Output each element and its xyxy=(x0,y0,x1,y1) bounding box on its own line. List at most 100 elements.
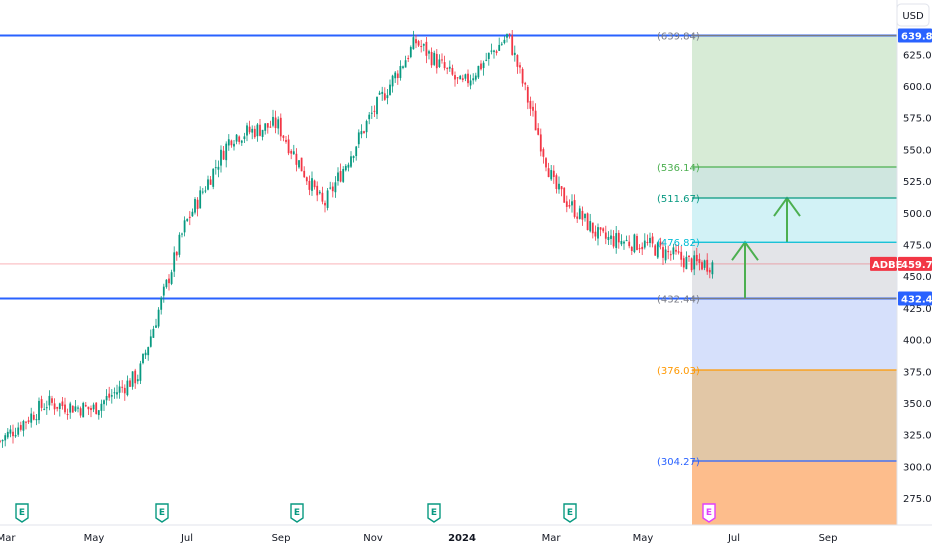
candle xyxy=(482,60,485,76)
fib-zones xyxy=(692,35,897,525)
earnings-icon[interactable]: E xyxy=(563,503,577,523)
candle xyxy=(438,54,441,69)
candle xyxy=(524,81,527,91)
time-tick: Mar xyxy=(0,533,16,544)
price-tick: 325.00 xyxy=(903,431,932,442)
candle xyxy=(30,407,33,428)
earnings-icon[interactable]: E xyxy=(155,503,169,523)
candle xyxy=(126,375,129,397)
candle xyxy=(225,141,228,168)
svg-text:ADBE: ADBE xyxy=(872,260,903,271)
candle xyxy=(685,251,688,270)
price-tag: 459.70 xyxy=(898,256,932,271)
candle xyxy=(292,144,295,155)
price-tick: 475.00 xyxy=(903,241,932,252)
earnings-icon[interactable]: E xyxy=(427,503,441,523)
candle xyxy=(165,279,168,289)
candle xyxy=(1,439,4,448)
candle xyxy=(539,128,542,157)
candle xyxy=(365,119,368,139)
time-tick: May xyxy=(633,533,654,544)
candle xyxy=(316,181,319,202)
candle xyxy=(194,197,196,215)
candle xyxy=(396,70,399,85)
candle xyxy=(87,406,90,415)
price-tick: 550.00 xyxy=(903,145,932,156)
candle xyxy=(636,233,638,251)
candle xyxy=(298,160,300,169)
candle xyxy=(48,390,51,411)
candle xyxy=(282,134,285,142)
candle xyxy=(196,197,199,217)
candle xyxy=(591,222,594,239)
candle xyxy=(399,60,402,81)
candle xyxy=(207,175,209,191)
candle xyxy=(160,296,163,315)
candle xyxy=(451,64,454,76)
candle xyxy=(246,122,248,142)
price-tags: 639.84 459.70ADBE 432.44 xyxy=(870,28,932,306)
candle xyxy=(503,35,506,45)
candle xyxy=(610,229,612,245)
candle xyxy=(313,179,316,190)
candle xyxy=(0,439,1,444)
candle xyxy=(139,360,142,384)
candle xyxy=(612,230,615,249)
candle xyxy=(667,245,670,260)
candle xyxy=(84,401,87,408)
fib-label-3: (476.82) xyxy=(657,238,700,249)
candle xyxy=(233,140,235,151)
candle xyxy=(422,43,425,52)
earnings-icon[interactable]: E xyxy=(702,503,716,523)
candle xyxy=(290,149,293,160)
candle xyxy=(74,399,77,413)
candle xyxy=(188,211,191,226)
candle xyxy=(469,74,472,90)
candle xyxy=(308,175,311,196)
candle xyxy=(350,151,352,169)
time-axis[interactable]: Mar May Jul Sep Nov 2024 Mar May Jul Sep xyxy=(0,533,837,544)
candle xyxy=(324,200,326,213)
svg-text:E: E xyxy=(159,508,165,518)
candle xyxy=(448,60,451,72)
earnings-icon[interactable]: E xyxy=(290,503,304,523)
candle xyxy=(38,397,40,424)
fib-zone-5 xyxy=(692,370,897,462)
candle xyxy=(363,130,365,134)
candle xyxy=(264,123,267,135)
candle xyxy=(118,380,121,399)
candle xyxy=(22,419,25,437)
candle xyxy=(550,164,553,181)
candle xyxy=(464,73,467,82)
candle xyxy=(552,165,555,184)
candle xyxy=(565,195,568,213)
candle xyxy=(142,353,144,365)
candle xyxy=(17,422,20,437)
candle xyxy=(360,124,363,139)
candle xyxy=(443,55,446,71)
candle xyxy=(25,421,27,430)
price-tick: 600.00 xyxy=(903,82,932,93)
candle xyxy=(209,175,212,185)
earnings-icon[interactable]: E xyxy=(15,503,29,523)
fib-label-4: (432.44) xyxy=(657,295,700,306)
svg-text:E: E xyxy=(567,508,573,518)
candle xyxy=(441,53,443,64)
currency-button[interactable]: USD xyxy=(896,3,930,27)
candle xyxy=(402,65,404,70)
price-tick: 575.00 xyxy=(903,114,932,125)
candle xyxy=(56,406,59,412)
price-axis[interactable]: 275.00 300.00 325.00 350.00 375.00 400.00 425.… xyxy=(903,50,932,505)
candle xyxy=(370,105,373,119)
candle xyxy=(477,65,480,80)
candle xyxy=(321,186,324,205)
candle xyxy=(129,378,131,388)
candle xyxy=(131,371,134,390)
candle xyxy=(703,259,706,271)
fib-zone-3 xyxy=(692,242,897,299)
candle xyxy=(649,232,651,248)
candle xyxy=(9,425,12,438)
candle xyxy=(113,387,116,399)
